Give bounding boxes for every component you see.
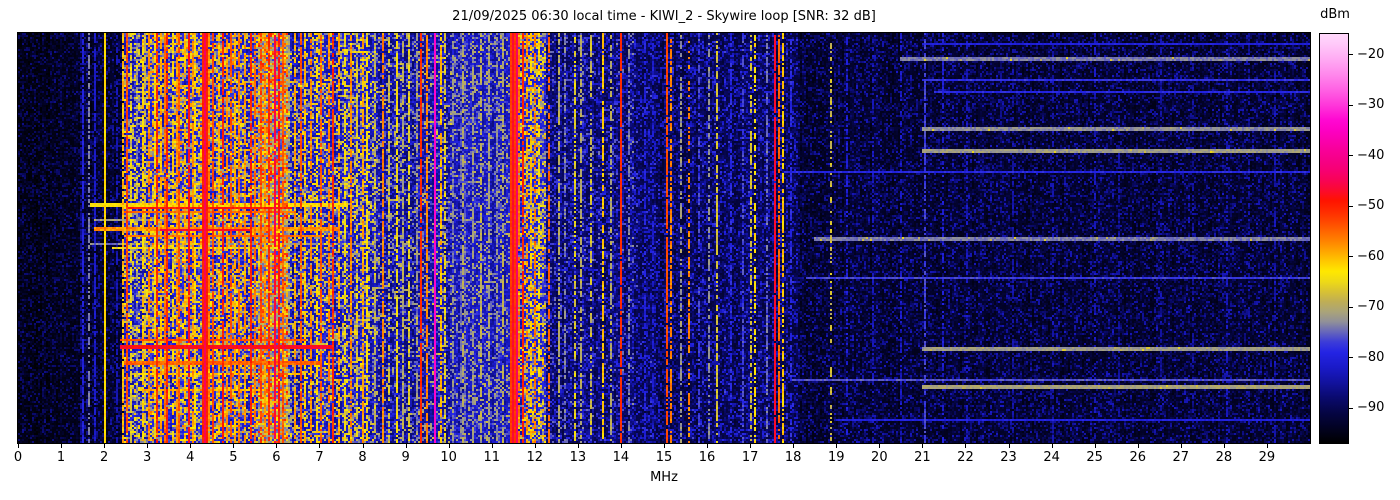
x-tick-label: 28	[1215, 450, 1233, 465]
x-tick-mark	[707, 444, 709, 448]
x-tick-label: 15	[655, 450, 673, 465]
x-tick-mark	[836, 444, 838, 448]
x-tick-mark	[1008, 444, 1010, 448]
x-tick-mark	[276, 444, 278, 448]
figure-title: 21/09/2025 06:30 local time - KIWI_2 - S…	[452, 9, 876, 24]
x-tick-mark	[1094, 444, 1096, 448]
x-tick-mark	[534, 444, 536, 448]
colorbar-tick-mark	[1349, 205, 1353, 207]
x-tick-mark	[620, 444, 622, 448]
colorbar-unit-label: dBm	[1320, 7, 1350, 22]
x-tick-mark	[577, 444, 579, 448]
x-tick-label: 23	[1000, 450, 1017, 465]
x-tick-label: 25	[1086, 450, 1103, 465]
x-tick-label: 18	[784, 450, 802, 465]
colorbar-tick-label: −80	[1357, 349, 1385, 365]
x-axis-label: MHz	[650, 470, 678, 485]
colorbar-tick-label: −50	[1357, 198, 1385, 214]
x-tick-mark	[1180, 444, 1182, 448]
x-tick-label: 19	[827, 450, 845, 465]
x-tick-mark	[1266, 444, 1268, 448]
x-tick-mark	[664, 444, 665, 448]
x-tick-label: 5	[229, 450, 238, 465]
x-tick-mark	[922, 444, 924, 448]
x-tick-mark	[104, 444, 106, 448]
x-tick-label: 14	[612, 450, 630, 465]
x-tick-label: 22	[957, 450, 974, 465]
colorbar-tick-label: −20	[1357, 46, 1385, 62]
x-tick-label: 10	[440, 450, 457, 465]
x-tick-mark	[190, 444, 192, 448]
colorbar-tick-label: −30	[1357, 97, 1385, 113]
x-tick-mark	[18, 444, 19, 448]
x-tick-mark	[233, 444, 235, 448]
colorbar-tick-label: −40	[1357, 147, 1385, 163]
x-tick-mark	[750, 444, 752, 448]
colorbar-tick-mark	[1349, 357, 1353, 359]
x-tick-label: 12	[526, 450, 544, 465]
x-tick-label: 9	[401, 450, 410, 465]
x-tick-mark	[1051, 444, 1053, 448]
colorbar	[1319, 33, 1349, 444]
x-tick-mark	[319, 444, 321, 448]
colorbar-tick-label: −90	[1357, 400, 1385, 416]
x-tick-label: 16	[698, 450, 716, 465]
x-tick-mark	[448, 444, 450, 448]
x-tick-label: 6	[272, 450, 281, 465]
x-tick-mark	[1137, 444, 1139, 448]
x-tick-label: 20	[871, 450, 888, 465]
colorbar-tick-label: −60	[1357, 248, 1385, 264]
colorbar-tick-mark	[1349, 256, 1353, 258]
x-tick-label: 13	[569, 450, 587, 465]
x-tick-label: 8	[358, 450, 367, 465]
x-tick-label: 0	[13, 450, 23, 465]
x-tick-mark	[405, 444, 407, 448]
x-tick-label: 17	[741, 450, 759, 465]
x-tick-mark	[965, 444, 967, 448]
x-tick-mark	[793, 444, 795, 448]
x-tick-label: 7	[315, 450, 324, 465]
x-tick-label: 3	[143, 450, 152, 465]
colorbar-tick-mark	[1349, 306, 1353, 308]
x-tick-label: 26	[1129, 450, 1146, 465]
x-tick-mark	[362, 444, 364, 448]
colorbar-tick-mark	[1349, 155, 1353, 157]
x-tick-label: 1	[56, 450, 66, 465]
x-tick-label: 29	[1258, 450, 1276, 465]
x-tick-mark	[147, 444, 149, 448]
x-tick-label: 24	[1043, 450, 1060, 465]
x-tick-mark	[879, 444, 881, 448]
colorbar-tick-mark	[1349, 407, 1353, 409]
x-tick-label: 4	[186, 450, 195, 465]
colorbar-tick-label: −70	[1357, 299, 1385, 315]
colorbar-tick-mark	[1349, 104, 1353, 106]
x-tick-label: 11	[483, 450, 500, 465]
spectrogram-canvas	[18, 33, 1310, 443]
x-tick-label: 27	[1172, 450, 1190, 465]
x-tick-label: 2	[99, 450, 109, 465]
colorbar-tick-mark	[1349, 54, 1353, 56]
plot-area	[17, 32, 1311, 444]
x-tick-mark	[1223, 444, 1225, 448]
x-tick-label: 21	[914, 450, 931, 465]
x-tick-mark	[61, 444, 63, 448]
colorbar-gradient	[1320, 34, 1348, 443]
x-tick-mark	[491, 444, 493, 448]
